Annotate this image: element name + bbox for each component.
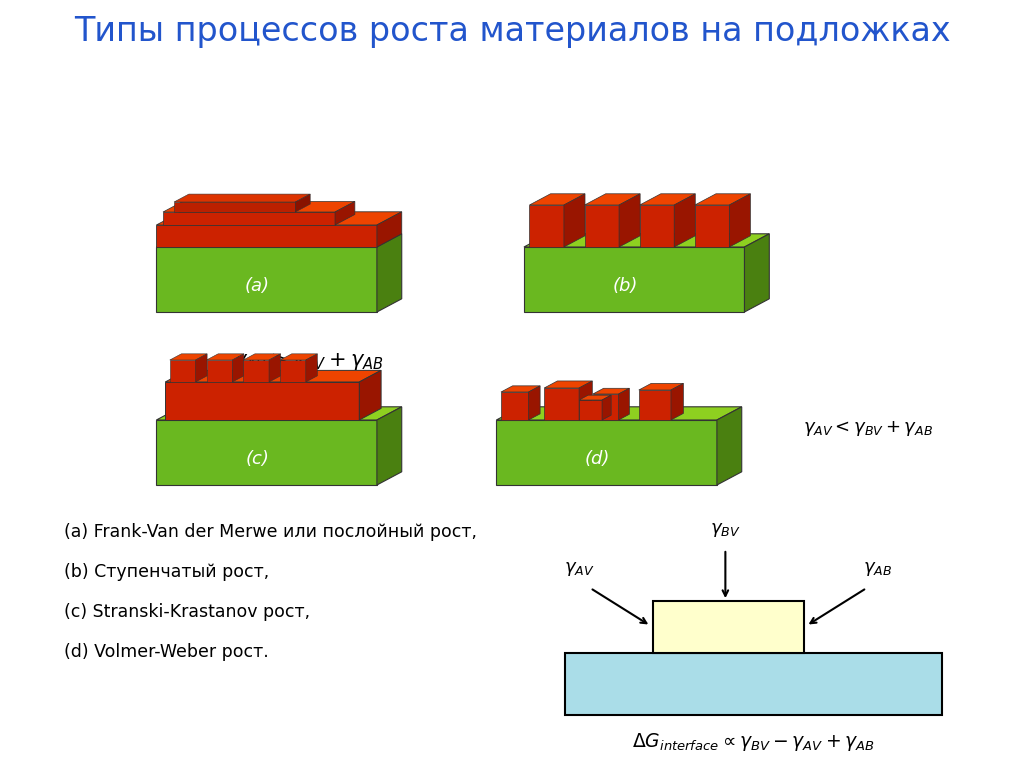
Polygon shape [196,354,207,382]
Polygon shape [163,212,335,225]
Text: (d): (d) [585,450,610,468]
Polygon shape [640,194,695,205]
Text: $\gamma_{AV}$: $\gamma_{AV}$ [564,560,594,578]
Polygon shape [244,354,281,360]
Polygon shape [207,354,244,360]
Polygon shape [232,354,244,382]
Text: (a) Frank-Van der Merwe или послойный рост,: (a) Frank-Van der Merwe или послойный ро… [65,523,477,541]
Polygon shape [170,354,207,360]
Polygon shape [163,202,355,212]
Polygon shape [157,420,377,485]
Polygon shape [639,390,671,420]
Polygon shape [524,247,744,312]
Polygon shape [157,234,401,247]
Polygon shape [281,360,306,382]
Polygon shape [529,205,564,247]
Polygon shape [174,194,310,202]
Bar [652,601,804,653]
Polygon shape [671,384,683,420]
Polygon shape [620,194,640,247]
Polygon shape [695,205,729,247]
Polygon shape [207,360,232,382]
Polygon shape [544,388,580,420]
Polygon shape [580,381,592,420]
Text: (b) Ступенчатый рост,: (b) Ступенчатый рост, [65,563,269,581]
Polygon shape [359,370,381,420]
Text: (c): (c) [246,450,269,468]
Polygon shape [585,194,640,205]
Polygon shape [377,234,401,312]
Polygon shape [377,212,401,247]
Text: $\gamma_{BV}$: $\gamma_{BV}$ [710,521,740,539]
Polygon shape [501,386,540,392]
Polygon shape [729,194,751,247]
Polygon shape [306,354,317,382]
Text: Типы процессов роста материалов на подложках: Типы процессов роста материалов на подло… [74,15,950,48]
Polygon shape [524,234,769,247]
Polygon shape [157,407,401,420]
Polygon shape [544,381,592,388]
Text: (c) Stranski-Krastanov рост,: (c) Stranski-Krastanov рост, [65,603,310,621]
Polygon shape [744,234,769,312]
Polygon shape [157,247,377,312]
Polygon shape [580,395,611,400]
Polygon shape [602,395,611,420]
Polygon shape [377,407,401,485]
Polygon shape [269,354,281,382]
Polygon shape [497,420,717,485]
Polygon shape [335,202,355,225]
Polygon shape [717,407,741,485]
Text: $\gamma_{AV} < \gamma_{BV} + \gamma_{AB}$: $\gamma_{AV} < \gamma_{BV} + \gamma_{AB}… [804,420,934,439]
Polygon shape [165,370,381,382]
Text: (b): (b) [612,277,638,295]
Polygon shape [165,382,359,420]
Polygon shape [157,225,377,247]
Polygon shape [157,212,401,225]
Text: $\gamma_{AV} > \gamma_{BV} + \gamma_{AB}$: $\gamma_{AV} > \gamma_{BV} + \gamma_{AB}… [232,351,383,373]
Polygon shape [295,194,310,212]
Polygon shape [170,360,196,382]
Polygon shape [497,407,741,420]
Polygon shape [174,202,295,212]
Polygon shape [564,194,585,247]
Text: (d) Volmer-Weber рост.: (d) Volmer-Weber рост. [65,643,269,661]
Polygon shape [639,384,683,390]
Polygon shape [585,205,620,247]
Bar [565,653,942,715]
Polygon shape [501,392,528,420]
Polygon shape [674,194,695,247]
Polygon shape [640,205,674,247]
Text: $\gamma_{AB}$: $\gamma_{AB}$ [863,560,892,578]
Polygon shape [618,388,630,420]
Polygon shape [593,388,630,394]
Polygon shape [593,394,618,420]
Polygon shape [529,194,585,205]
Polygon shape [695,194,751,205]
Polygon shape [281,354,317,360]
Polygon shape [580,400,602,420]
Polygon shape [244,360,269,382]
Text: $\Delta G_{interface} \propto \gamma_{BV} - \gamma_{AV} + \gamma_{AB}$: $\Delta G_{interface} \propto \gamma_{BV… [633,731,876,753]
Text: (a): (a) [245,277,270,295]
Polygon shape [528,386,540,420]
